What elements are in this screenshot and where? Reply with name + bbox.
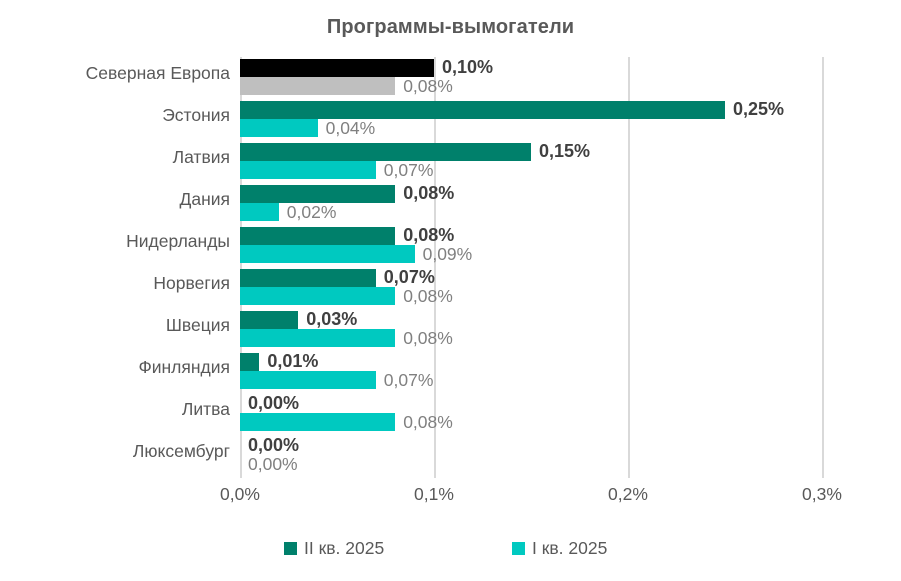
- data-label-q1-2025: 0,08%: [403, 76, 453, 96]
- legend-swatch-icon: [284, 542, 297, 555]
- chart-row: Латвия 0,15% 0,07%: [173, 141, 822, 183]
- legend-label: I кв. 2025: [532, 538, 608, 558]
- bar-q2-2025[interactable]: [240, 311, 299, 329]
- bar-q2-2025[interactable]: [240, 101, 725, 119]
- chart-legend: II кв. 2025 I кв. 2025: [0, 538, 901, 566]
- data-label-q2-2025: 0,00%: [248, 393, 300, 413]
- data-label-q2-2025: 0,01%: [267, 351, 319, 371]
- bar-q2-2025[interactable]: [240, 185, 396, 203]
- gridline-02: [628, 57, 630, 478]
- chart-row: Нидерланды 0,08% 0,09%: [126, 225, 822, 267]
- data-label-q1-2025: 0,02%: [286, 202, 337, 222]
- chart-row: Финляндия 0,01% 0,07%: [138, 351, 822, 393]
- chart-row: Швеция 0,03% 0,08%: [166, 309, 822, 351]
- legend-label: II кв. 2025: [304, 538, 385, 558]
- bar-q1-2025[interactable]: [240, 413, 396, 431]
- bar-q1-2025[interactable]: [240, 203, 279, 221]
- bar-q2-2025[interactable]: [240, 227, 396, 245]
- data-label-q1-2025: 0,08%: [403, 286, 453, 306]
- bar-q1-2025[interactable]: [240, 287, 396, 305]
- bar-q1-2025[interactable]: [240, 371, 376, 389]
- data-label-q1-2025: 0,07%: [383, 370, 434, 390]
- category-label: Северная Европа: [85, 63, 230, 83]
- bar-q1-2025[interactable]: [240, 161, 376, 179]
- legend-swatch-icon: [512, 542, 525, 555]
- data-label-q2-2025: 0,15%: [539, 141, 591, 161]
- category-label: Норвегия: [153, 273, 230, 293]
- data-label-q2-2025: 0,00%: [248, 435, 300, 455]
- bar-q2-2025[interactable]: [240, 59, 434, 77]
- data-label-q1-2025: 0,00%: [248, 454, 298, 474]
- bar-q1-2025[interactable]: [240, 329, 396, 347]
- data-label-q2-2025: 0,07%: [383, 267, 435, 287]
- legend-item[interactable]: II кв. 2025: [284, 538, 384, 559]
- x-axis-tick: 0,0%: [220, 484, 260, 504]
- bar-q2-2025[interactable]: [240, 353, 260, 371]
- bar-q2-2025[interactable]: [240, 269, 376, 287]
- chart-row: Северная Европа 0,10% 0,08%: [86, 57, 822, 99]
- category-label: Литва: [181, 399, 230, 419]
- gridline-00: [240, 57, 242, 478]
- data-label-q2-2025: 0,10%: [442, 57, 494, 77]
- data-label-q2-2025: 0,08%: [403, 183, 455, 203]
- plot-area: Северная Европа 0,10% 0,08% Эстония 0,25% 0,0…: [86, 57, 824, 478]
- x-axis-tick: 0,2%: [608, 484, 648, 504]
- data-label-q1-2025: 0,09%: [422, 244, 473, 264]
- data-label-q2-2025: 0,25%: [733, 99, 785, 119]
- chart-row: Люксембург 0,00% 0,00%: [133, 435, 822, 477]
- data-label-q1-2025: 0,08%: [403, 412, 453, 432]
- x-axis-tick: 0,3%: [802, 484, 842, 504]
- chart-row: Эстония 0,25% 0,04%: [162, 99, 822, 141]
- x-axis-tick: 0,1%: [414, 484, 454, 504]
- category-label: Финляндия: [138, 357, 230, 377]
- gridline-03: [822, 57, 824, 478]
- chart-row: Литва 0,00% 0,08%: [182, 393, 822, 435]
- chart-title: Программы-вымогатели: [326, 16, 575, 38]
- data-label-q2-2025: 0,03%: [306, 309, 358, 329]
- data-label-q1-2025: 0,04%: [325, 118, 376, 138]
- bar-q1-2025[interactable]: [240, 77, 396, 95]
- legend-item[interactable]: I кв. 2025: [512, 538, 607, 559]
- category-label: Эстония: [162, 105, 230, 125]
- bar-q2-2025[interactable]: [240, 143, 531, 161]
- data-label-q1-2025: 0,08%: [403, 328, 453, 348]
- gridline-01: [434, 57, 436, 478]
- x-axis-tick-labels: 0,0% 0,1% 0,2% 0,3%: [0, 484, 901, 510]
- bar-q1-2025[interactable]: [240, 245, 415, 263]
- bar-q1-2025[interactable]: [240, 119, 318, 137]
- category-label: Дания: [179, 189, 230, 209]
- category-label: Швеция: [165, 315, 230, 335]
- category-label: Нидерланды: [126, 231, 230, 251]
- chart-row: Дания 0,08% 0,02%: [179, 183, 822, 225]
- data-label-q2-2025: 0,08%: [403, 225, 455, 245]
- data-label-q1-2025: 0,07%: [383, 160, 434, 180]
- chart-row: Норвегия 0,07% 0,08%: [153, 267, 822, 309]
- category-label: Латвия: [172, 147, 230, 167]
- category-label: Люксембург: [132, 441, 230, 461]
